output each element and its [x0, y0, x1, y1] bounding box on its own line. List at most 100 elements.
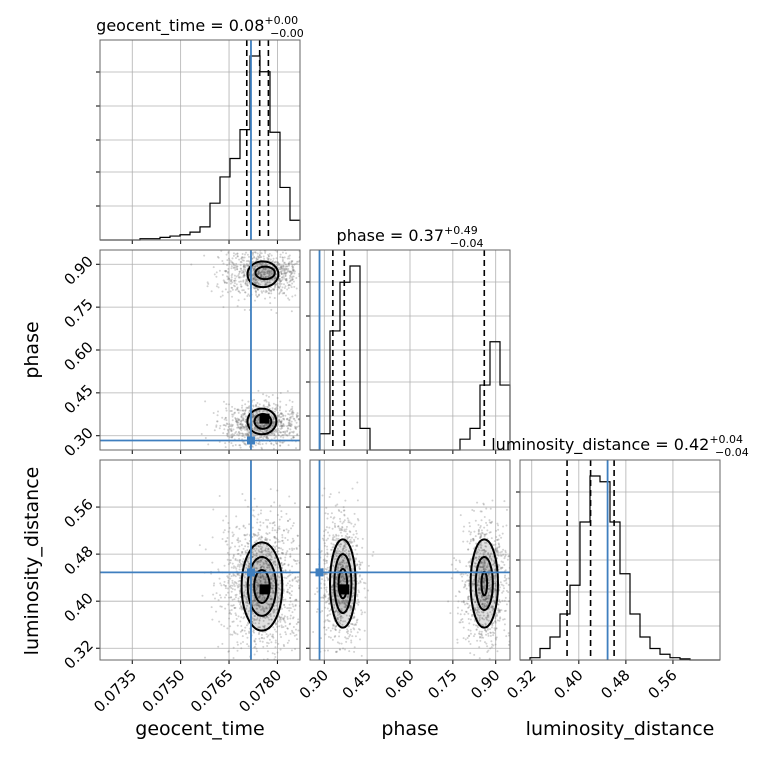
sample-point — [456, 641, 459, 644]
sample-point — [336, 503, 339, 506]
sample-point — [301, 266, 303, 268]
sample-point — [238, 280, 241, 283]
sample-point — [255, 278, 258, 281]
sample-point — [499, 554, 502, 557]
sample-point — [488, 569, 491, 572]
sample-point — [295, 623, 298, 626]
sample-point — [297, 260, 300, 263]
sample-point — [247, 566, 250, 569]
sample-point — [270, 603, 273, 606]
sample-point — [232, 656, 235, 659]
sample-point — [272, 402, 275, 405]
sample-point — [251, 555, 254, 558]
sample-point — [467, 561, 470, 564]
sample-point — [340, 576, 343, 579]
sample-point — [345, 637, 348, 640]
sample-point — [308, 436, 310, 438]
sample-point — [356, 537, 359, 540]
sample-point — [288, 591, 291, 594]
sample-point — [283, 286, 286, 289]
sample-point — [476, 626, 479, 629]
sample-point — [290, 423, 293, 426]
sample-point — [269, 281, 272, 284]
sample-point — [338, 563, 341, 566]
sample-point — [493, 600, 496, 603]
sample-point — [477, 558, 480, 561]
sample-point — [482, 598, 485, 601]
sample-point — [255, 607, 258, 610]
sample-point — [231, 424, 234, 427]
sample-point — [279, 253, 282, 256]
sample-point — [280, 412, 283, 415]
sample-point — [260, 275, 263, 278]
sample-point — [512, 569, 514, 571]
sample-point — [475, 611, 478, 614]
sample-point — [264, 549, 267, 552]
sample-point — [483, 590, 486, 593]
sample-point — [495, 613, 498, 616]
sample-point — [351, 594, 354, 597]
sample-point — [251, 414, 254, 417]
sample-point — [258, 578, 261, 581]
sample-point — [273, 610, 276, 613]
sample-point — [268, 270, 271, 273]
sample-point — [287, 423, 290, 426]
sample-point — [484, 598, 487, 601]
sample-point — [227, 251, 230, 254]
sample-point — [297, 417, 300, 420]
sample-point — [254, 278, 257, 281]
sample-point — [481, 603, 484, 606]
sample-point — [207, 282, 210, 285]
sample-point — [268, 272, 271, 275]
sample-point — [354, 608, 357, 611]
sample-point — [291, 267, 294, 270]
sample-point — [237, 426, 240, 429]
sample-point — [260, 560, 263, 563]
sample-point — [223, 280, 226, 283]
sample-point — [260, 636, 263, 639]
sample-point — [271, 424, 274, 427]
sample-point — [280, 268, 283, 271]
sample-point — [487, 614, 490, 617]
sample-point — [251, 577, 254, 580]
sample-point — [480, 610, 483, 613]
sample-point — [292, 436, 295, 439]
sample-point — [361, 561, 364, 564]
sample-point — [262, 437, 265, 440]
sample-point — [289, 428, 292, 431]
sample-point — [279, 648, 282, 651]
sample-point — [348, 555, 351, 558]
sample-point — [469, 531, 472, 534]
sample-point — [450, 577, 453, 580]
sample-point — [279, 400, 282, 403]
sample-point — [259, 576, 262, 579]
sample-point — [343, 602, 346, 605]
sample-point — [240, 426, 243, 429]
sample-point — [339, 648, 342, 651]
sample-point — [277, 550, 280, 553]
sample-point — [245, 278, 248, 281]
sample-point — [296, 621, 299, 624]
sample-point — [257, 584, 260, 587]
sample-point — [256, 273, 259, 276]
sample-point — [245, 566, 248, 569]
sample-point — [228, 263, 231, 266]
sample-point — [237, 299, 240, 302]
sample-point — [503, 563, 506, 566]
sample-point — [264, 538, 267, 541]
sample-point — [242, 414, 245, 417]
sample-point — [242, 434, 245, 437]
sample-point — [254, 276, 257, 279]
sample-point — [261, 410, 264, 413]
sample-point — [245, 406, 248, 409]
sample-point — [331, 538, 334, 541]
sample-point — [284, 265, 287, 268]
sample-point — [290, 270, 293, 273]
sample-point — [320, 550, 323, 553]
sample-point — [347, 579, 350, 582]
sample-point — [489, 590, 492, 593]
sample-point — [456, 612, 459, 615]
sample-point — [239, 291, 242, 294]
sample-point — [240, 257, 243, 260]
sample-point — [295, 427, 298, 430]
